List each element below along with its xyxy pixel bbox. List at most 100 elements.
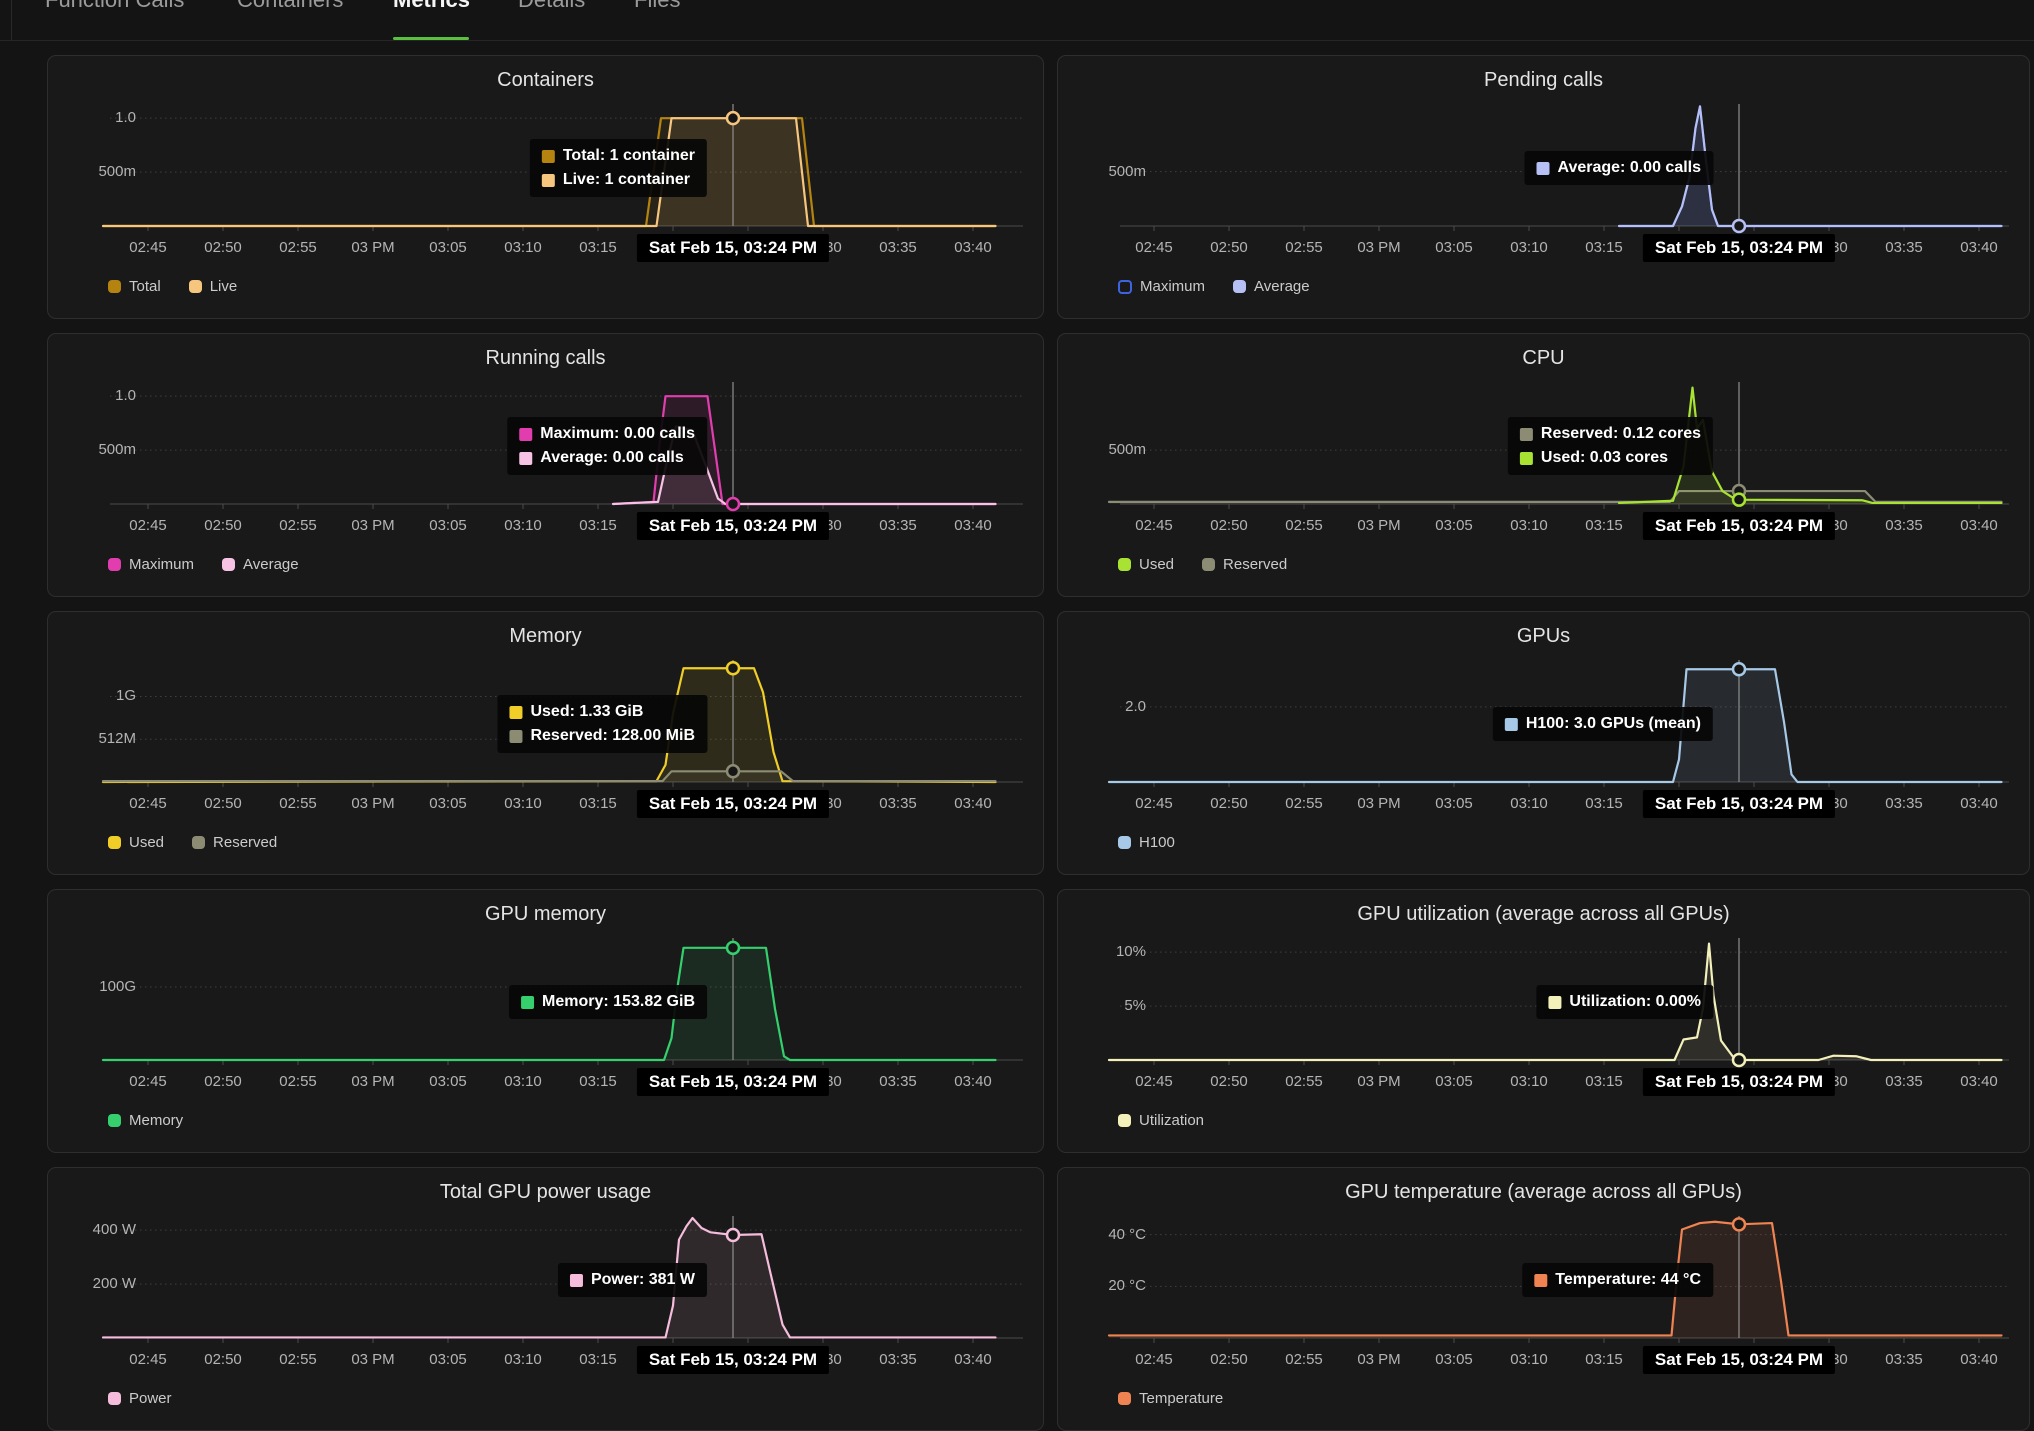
tooltip-text: Reserved: 128.00 MiB	[530, 727, 695, 744]
x-axis-label: 03:40	[954, 1351, 992, 1368]
tab-containers[interactable]: Containers	[237, 0, 343, 13]
cursor-date-tooltip: Sat Feb 15, 03:24 PM	[1642, 1346, 1836, 1374]
legend-swatch-icon	[188, 280, 202, 293]
legend-item-maximum[interactable]: Maximum	[1118, 278, 1205, 295]
x-axis-label: 03:15	[579, 1073, 617, 1090]
x-axis-label: 03 PM	[351, 1351, 395, 1368]
x-axis-label: 03:05	[429, 1073, 467, 1090]
x-axis-label: 03:35	[879, 795, 917, 812]
x-axis-label: 03:05	[1435, 1351, 1473, 1368]
x-axis-label: 03:15	[1585, 517, 1623, 534]
x-axis-label: 02:45	[1135, 1073, 1173, 1090]
tooltip-row: Average: 0.00 calls	[519, 449, 695, 467]
x-axis-label: 02:45	[129, 795, 167, 812]
x-axis-label: 03:15	[1585, 1351, 1623, 1368]
x-axis-label: 02:50	[204, 795, 242, 812]
tooltip-row: H100: 3.0 GPUs (mean)	[1504, 715, 1701, 733]
chart-title-gpu-memory: GPU memory	[484, 903, 607, 925]
tooltip-series-swatch-icon	[1548, 995, 1562, 1009]
legend-item-memory[interactable]: Memory	[108, 1112, 183, 1129]
metric-panel-gpus: GPUs 2.0 02:45 02:50 02:55 03 PM 03:05 03:10 03:…	[1057, 611, 2030, 875]
y-axis-label: 5%	[1124, 997, 1146, 1015]
legend-swatch-icon	[108, 836, 121, 849]
cursor-date-tooltip: Sat Feb 15, 03:24 PM	[636, 790, 830, 818]
x-axis-label: 02:50	[1210, 239, 1248, 256]
legend-label: Maximum	[129, 556, 195, 573]
legend-label: Reserved	[213, 834, 278, 851]
x-axis-label: 03:35	[1885, 1073, 1923, 1090]
metric-panel-gpu-memory: GPU memory 100G 02:45 02:50 02:55 03 PM 03:05 0…	[47, 889, 1044, 1153]
chart-plot-containers[interactable]	[48, 56, 1044, 319]
x-axis-label: 03:05	[1435, 517, 1473, 534]
chart-plot-gpu-utilization[interactable]	[1058, 890, 2030, 1153]
tooltip-text: Memory: 153.82 GiB	[542, 993, 695, 1010]
legend-item-live[interactable]: Live	[188, 278, 238, 295]
tab-metrics[interactable]: Metrics	[393, 0, 470, 13]
chart-plot-gpus[interactable]	[1058, 612, 2030, 875]
tabbar-separator	[0, 40, 2034, 41]
x-axis-label: 03:10	[504, 239, 542, 256]
tooltip-text: Used: 1.33 GiB	[530, 703, 644, 720]
tooltip-series-swatch-icon	[569, 1273, 583, 1287]
chart-legend-gpu-power: Power	[108, 1390, 172, 1407]
x-axis-label: 03 PM	[1357, 517, 1401, 534]
legend-item-reserved[interactable]: Reserved	[1202, 556, 1287, 573]
x-axis-label: 02:55	[1285, 239, 1323, 256]
x-axis-label: 03:35	[1885, 517, 1923, 534]
tab-details[interactable]: Details	[518, 0, 585, 13]
x-axis-label: 03:10	[504, 795, 542, 812]
tab-files[interactable]: Files	[634, 0, 680, 13]
metric-panel-gpu-temperature: GPU temperature (average across all GPUs…	[1057, 1167, 2030, 1431]
legend-label: Total	[129, 278, 161, 295]
tooltip-text: Live: 1 container	[562, 171, 690, 188]
x-axis-label: 03:15	[579, 1351, 617, 1368]
tooltip-text: Total: 1 container	[562, 147, 695, 164]
legend-item-reserved[interactable]: Reserved	[192, 834, 277, 851]
tooltip-series-swatch-icon	[509, 729, 523, 743]
x-axis-label: 02:55	[279, 239, 317, 256]
y-axis-label: 500m	[98, 441, 136, 459]
x-axis-label: 03 PM	[1357, 795, 1401, 812]
x-axis-label: 02:50	[204, 239, 242, 256]
legend-swatch-icon	[1118, 1392, 1131, 1405]
chart-tooltip-gpu-memory: Memory: 153.82 GiB	[509, 985, 707, 1019]
legend-item-h100[interactable]: H100	[1118, 834, 1175, 851]
legend-item-average[interactable]: Average	[222, 556, 299, 573]
x-axis-label: 03:40	[1960, 1351, 1998, 1368]
legend-label: Temperature	[1139, 1390, 1224, 1407]
x-axis-label: 03:10	[504, 1351, 542, 1368]
legend-item-total[interactable]: Total	[108, 278, 161, 295]
chart-tooltip-running-calls: Maximum: 0.00 calls Average: 0.00 calls	[507, 417, 707, 475]
x-axis-label: 03 PM	[1357, 1351, 1401, 1368]
legend-item-temperature[interactable]: Temperature	[1118, 1390, 1223, 1407]
legend-item-used[interactable]: Used	[108, 834, 164, 851]
metric-panel-pending-calls: Pending calls 500m 02:45 02:50 02:55 03 PM 03:…	[1057, 55, 2030, 319]
x-axis-label: 02:45	[1135, 795, 1173, 812]
legend-label: Live	[209, 278, 238, 295]
chart-title-cpu: CPU	[1522, 347, 1565, 369]
x-axis-label: 02:45	[129, 517, 167, 534]
chart-plot-gpu-power[interactable]	[48, 1168, 1044, 1431]
chart-title-gpu-temperature: GPU temperature (average across all GPUs…	[1345, 1181, 1742, 1203]
tooltip-row: Used: 0.03 cores	[1519, 449, 1701, 467]
tab-function-calls[interactable]: Function Calls	[45, 0, 184, 13]
legend-item-maximum[interactable]: Maximum	[108, 556, 194, 573]
tooltip-row: Reserved: 0.12 cores	[1519, 425, 1701, 443]
legend-swatch-icon	[108, 1392, 121, 1405]
x-axis-label: 03 PM	[351, 795, 395, 812]
x-axis-label: 03 PM	[351, 517, 395, 534]
legend-label: Average	[1254, 278, 1310, 295]
legend-swatch-icon	[108, 558, 121, 571]
x-axis-label: 03:10	[1510, 1351, 1548, 1368]
legend-item-average[interactable]: Average	[1233, 278, 1310, 295]
x-axis-label: 02:50	[204, 1073, 242, 1090]
y-axis-label: 40 °C	[1108, 1225, 1146, 1243]
legend-item-utilization[interactable]: Utilization	[1118, 1112, 1204, 1129]
cursor-date-tooltip: Sat Feb 15, 03:24 PM	[1642, 234, 1836, 262]
legend-swatch-icon	[1202, 558, 1216, 571]
x-axis-label: 03:10	[1510, 795, 1548, 812]
legend-item-used[interactable]: Used	[1118, 556, 1174, 573]
legend-item-power[interactable]: Power	[108, 1390, 172, 1407]
chart-plot-gpu-memory[interactable]	[48, 890, 1044, 1153]
chart-legend-memory: Used Reserved	[108, 834, 277, 851]
